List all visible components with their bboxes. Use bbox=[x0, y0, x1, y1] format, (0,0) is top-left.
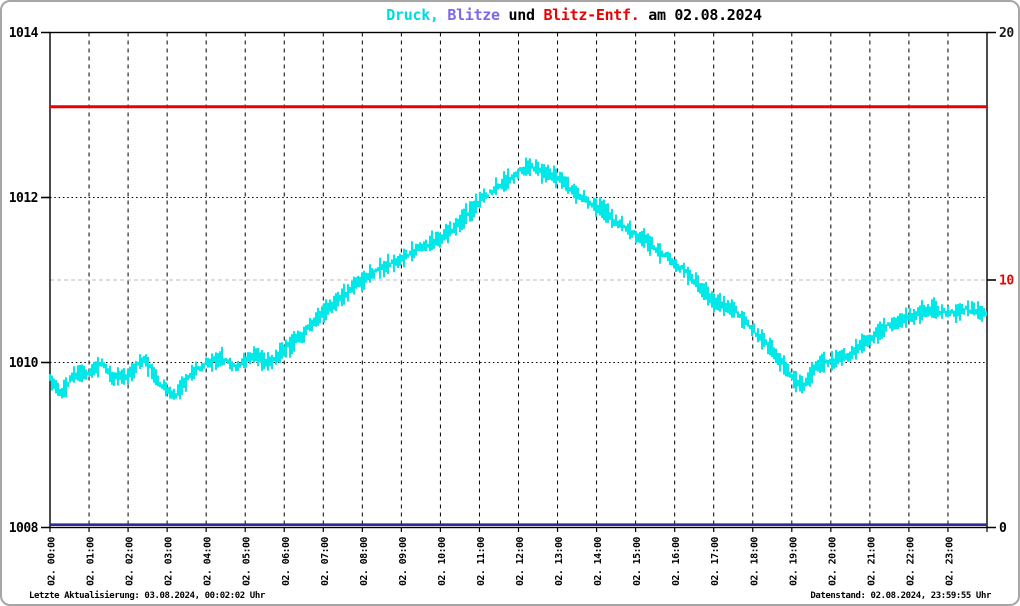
x-axis-label: 02. 23:00 bbox=[944, 537, 955, 586]
x-axis-label: 02. 02:00 bbox=[125, 537, 136, 586]
data-timestamp-text: Datenstand: 02.08.2024, 23:59:55 Uhr bbox=[810, 591, 991, 601]
x-axis-label: 02. 12:00 bbox=[515, 537, 526, 586]
x-axis-label: 02. 08:00 bbox=[359, 537, 370, 586]
y-axis-label-left: 1012 bbox=[9, 191, 38, 206]
x-axis-label: 02. 16:00 bbox=[671, 537, 682, 586]
y-axis-label-right: 0 bbox=[999, 521, 1007, 536]
x-axis-label: 02. 00:00 bbox=[47, 537, 58, 586]
x-axis-label: 02. 17:00 bbox=[710, 537, 721, 586]
y-axis-label-right: 20 bbox=[999, 26, 1014, 41]
y-axis-label-right: 10 bbox=[999, 274, 1014, 289]
x-axis-label: 02. 10:00 bbox=[437, 537, 448, 586]
x-axis-label: 02. 15:00 bbox=[632, 537, 643, 586]
title-part-blitz-entf: Blitz-Entf. bbox=[534, 6, 640, 24]
x-axis-label: 02. 19:00 bbox=[788, 537, 799, 586]
x-axis-label: 02. 18:00 bbox=[749, 537, 760, 586]
x-axis-label: 02. 04:00 bbox=[203, 537, 214, 586]
last-update-text: Letzte Aktualisierung: 03.08.2024, 00:02… bbox=[29, 591, 265, 601]
x-axis-label: 02. 21:00 bbox=[866, 537, 877, 586]
pressure-series-line bbox=[49, 157, 987, 400]
title-part-blitze: Blitze bbox=[438, 6, 500, 24]
title-part-datum: am 02.08.2024 bbox=[639, 6, 762, 24]
x-axis-label: 02. 13:00 bbox=[554, 537, 565, 586]
x-axis-label: 02. 05:00 bbox=[242, 537, 253, 586]
x-axis-label: 02. 09:00 bbox=[398, 537, 409, 586]
y-axis-label-left: 1014 bbox=[9, 26, 39, 41]
x-axis-label: 02. 22:00 bbox=[905, 537, 916, 586]
x-axis-label: 02. 07:00 bbox=[320, 537, 331, 586]
x-axis-label: 02. 06:00 bbox=[281, 537, 292, 586]
x-axis-label: 02. 14:00 bbox=[593, 537, 604, 586]
title-part-druck: Druck, bbox=[386, 6, 439, 24]
y-axis-label-left: 1008 bbox=[9, 521, 39, 536]
x-axis-label: 02. 20:00 bbox=[827, 537, 838, 586]
x-axis-label: 02. 01:00 bbox=[86, 537, 97, 586]
x-axis-label: 02. 11:00 bbox=[476, 537, 487, 586]
x-axis-label: 02. 03:00 bbox=[164, 537, 175, 586]
y-axis-label-left: 1010 bbox=[9, 356, 39, 371]
chart-title: Druck, Blitze und Blitz-Entf. am 02.08.2… bbox=[2, 6, 1018, 24]
title-part-und: und bbox=[499, 6, 536, 24]
